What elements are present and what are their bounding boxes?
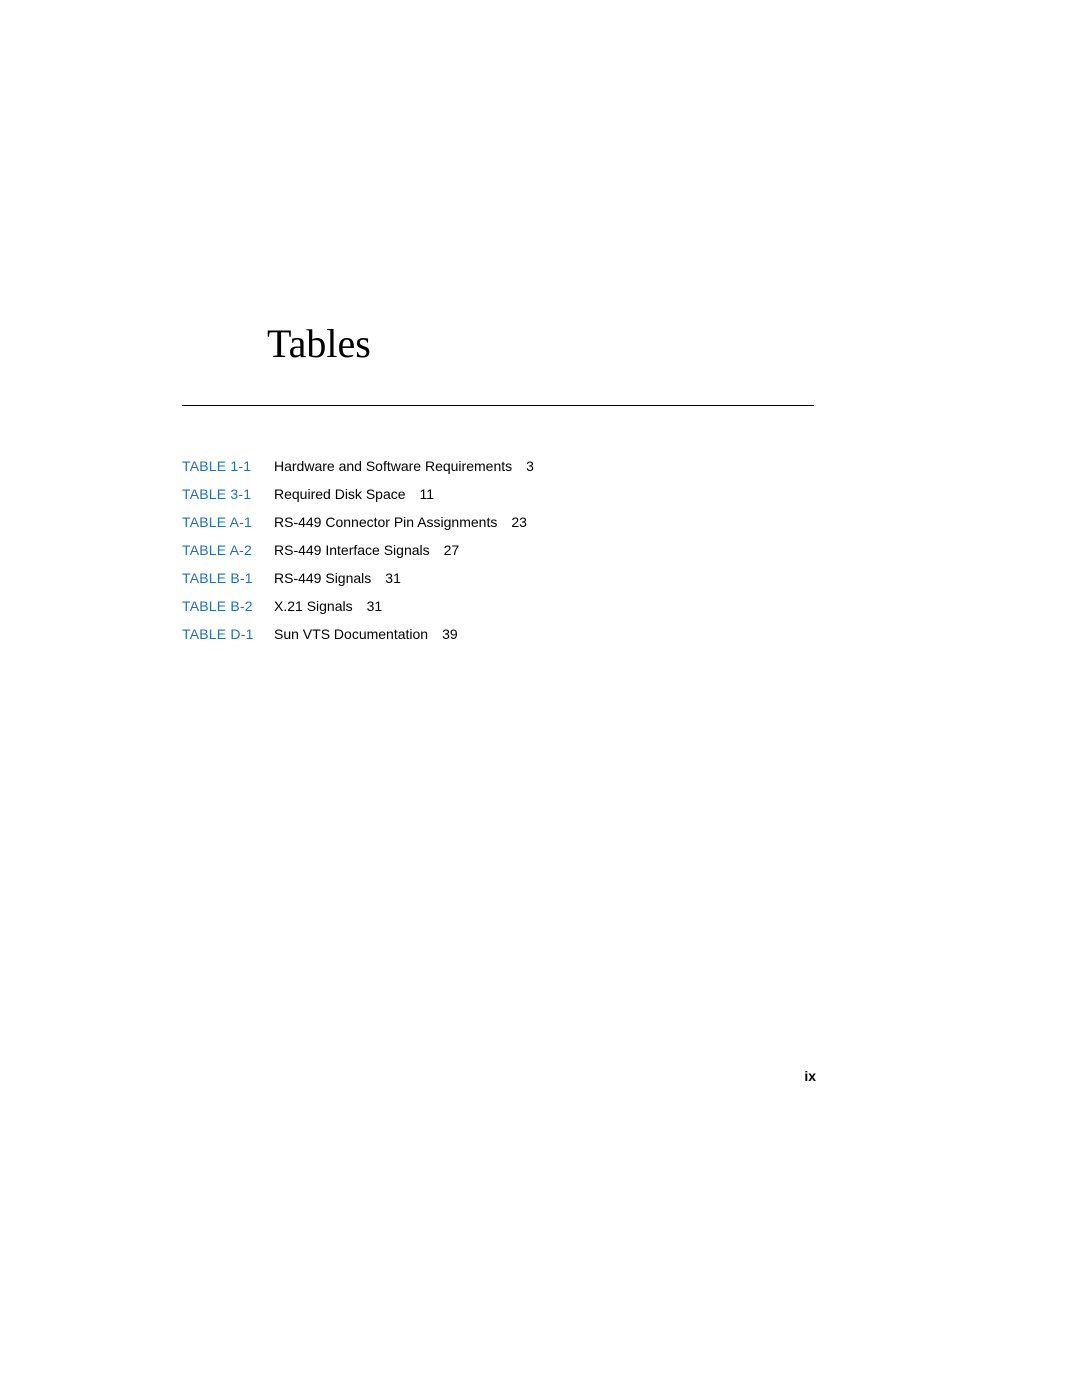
table-page-number: 39 <box>428 626 458 642</box>
table-link[interactable]: TABLE A-2 <box>182 542 274 558</box>
table-description: X.21 Signals <box>274 598 353 614</box>
table-link[interactable]: TABLE 3-1 <box>182 486 274 502</box>
tables-list: TABLE 1-1 Hardware and Software Requirem… <box>182 458 814 654</box>
table-link[interactable]: TABLE D-1 <box>182 626 274 642</box>
document-page: Tables TABLE 1-1 Hardware and Software R… <box>0 0 1080 1397</box>
horizontal-rule <box>182 405 814 406</box>
table-description: Sun VTS Documentation <box>274 626 428 642</box>
table-description: RS-449 Connector Pin Assignments <box>274 514 497 530</box>
table-page-number: 3 <box>512 458 534 474</box>
list-item: TABLE B-2 X.21 Signals 31 <box>182 598 814 626</box>
table-page-number: 27 <box>430 542 460 558</box>
table-description: RS-449 Signals <box>274 570 371 586</box>
page-number: ix <box>804 1068 816 1084</box>
list-item: TABLE 3-1 Required Disk Space 11 <box>182 486 814 514</box>
table-description: Hardware and Software Requirements <box>274 458 512 474</box>
list-item: TABLE D-1 Sun VTS Documentation 39 <box>182 626 814 654</box>
list-item: TABLE A-2 RS-449 Interface Signals 27 <box>182 542 814 570</box>
table-link[interactable]: TABLE 1-1 <box>182 458 274 474</box>
table-link[interactable]: TABLE B-2 <box>182 598 274 614</box>
table-page-number: 11 <box>406 486 435 502</box>
list-item: TABLE 1-1 Hardware and Software Requirem… <box>182 458 814 486</box>
table-page-number: 31 <box>353 598 383 614</box>
table-link[interactable]: TABLE B-1 <box>182 570 274 586</box>
table-description: RS-449 Interface Signals <box>274 542 430 558</box>
table-link[interactable]: TABLE A-1 <box>182 514 274 530</box>
list-item: TABLE B-1 RS-449 Signals 31 <box>182 570 814 598</box>
table-page-number: 31 <box>371 570 401 586</box>
page-title: Tables <box>267 320 371 367</box>
list-item: TABLE A-1 RS-449 Connector Pin Assignmen… <box>182 514 814 542</box>
table-description: Required Disk Space <box>274 486 406 502</box>
table-page-number: 23 <box>497 514 527 530</box>
